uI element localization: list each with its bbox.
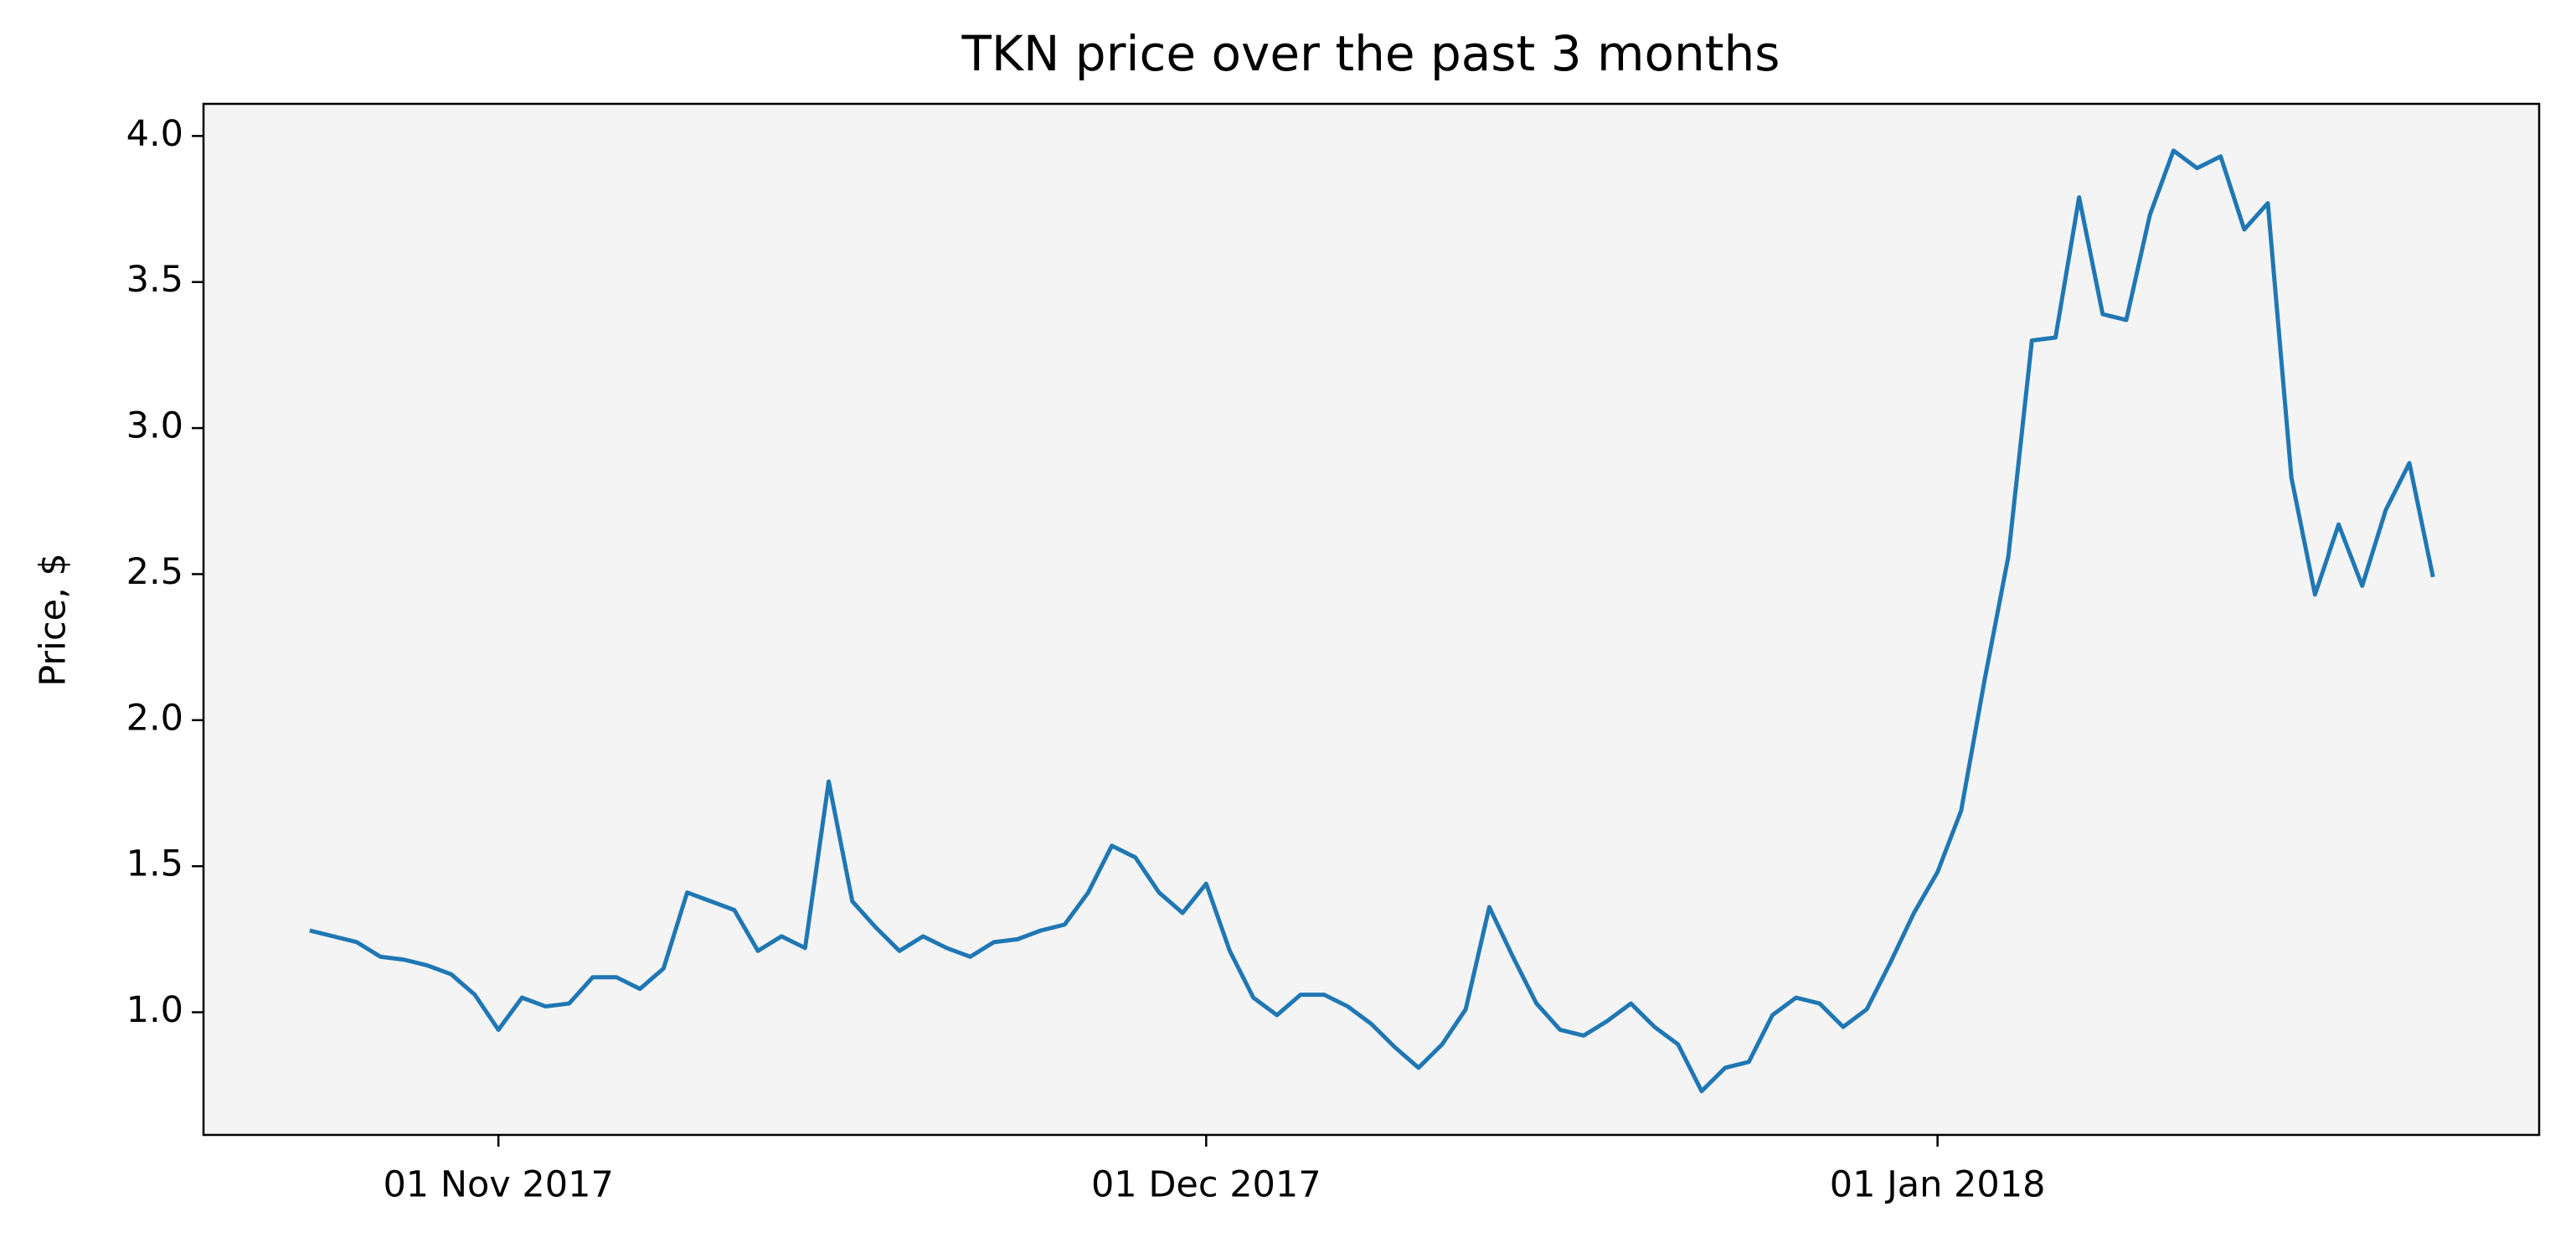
y-tick-label: 2.5 xyxy=(126,551,183,593)
y-tick-label: 2.0 xyxy=(126,697,183,739)
y-tick-label: 3.5 xyxy=(126,259,183,301)
y-tick-label: 4.0 xyxy=(126,113,183,155)
y-tick-label: 1.0 xyxy=(126,989,183,1031)
y-axis-label: Price, $ xyxy=(33,553,75,687)
x-tick-label: 01 Nov 2017 xyxy=(383,1164,613,1206)
price-line xyxy=(309,148,2435,1094)
x-tick-label: 01 Dec 2017 xyxy=(1091,1164,1321,1206)
x-tick-label: 01 Jan 2018 xyxy=(1830,1164,2046,1206)
chart-title: TKN price over the past 3 months xyxy=(961,25,1780,82)
y-tick-label: 3.0 xyxy=(126,405,183,447)
plot-frame xyxy=(202,102,2541,1137)
y-tick-label: 1.5 xyxy=(126,843,183,885)
plot-area xyxy=(204,104,2539,1135)
